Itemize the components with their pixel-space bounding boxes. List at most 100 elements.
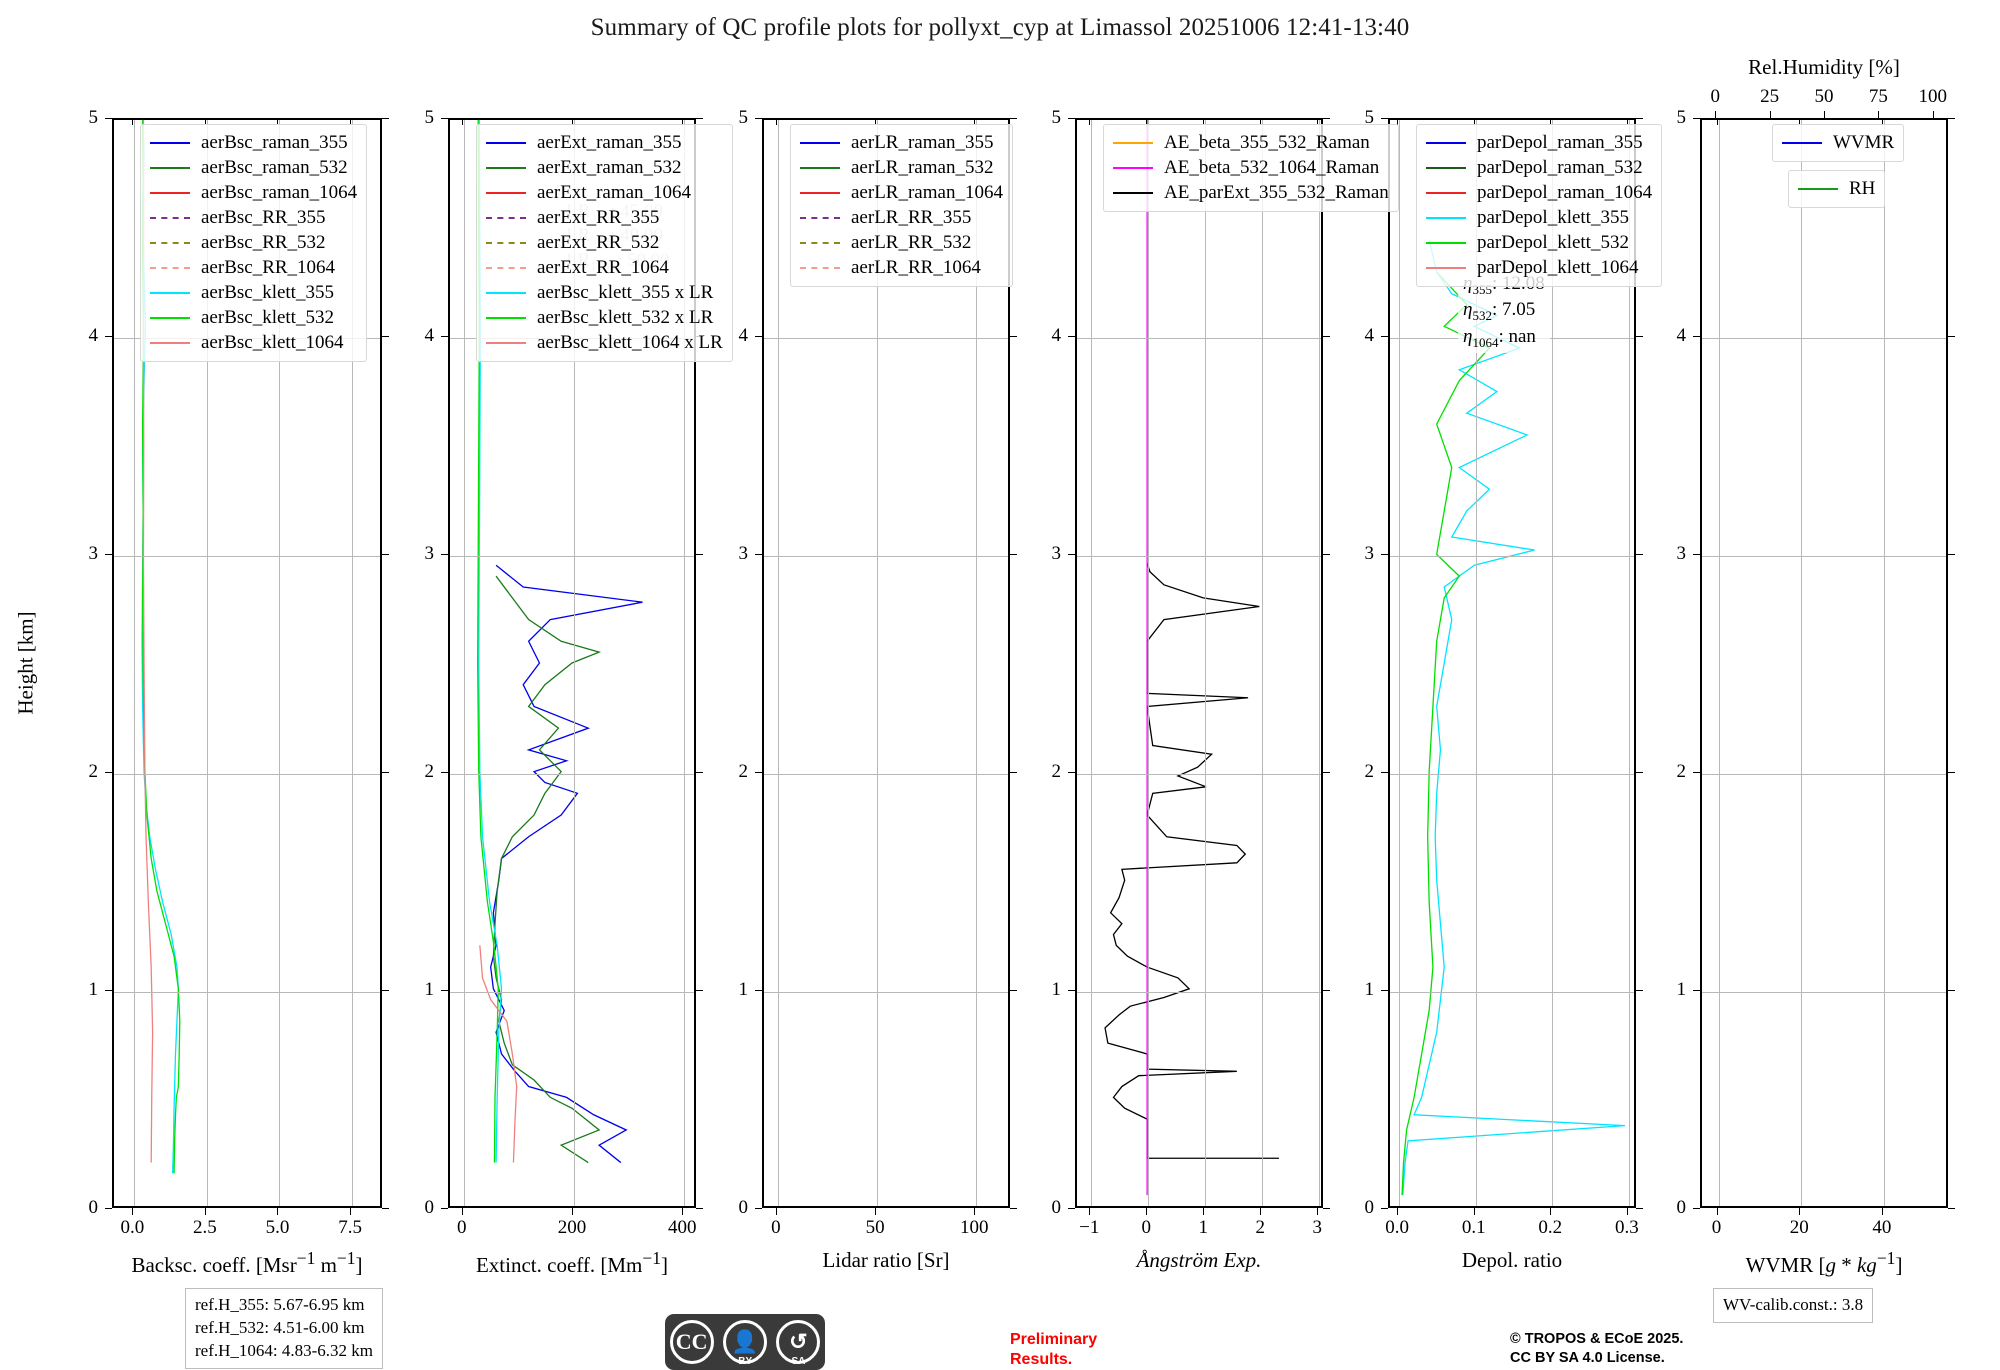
gridline-horizontal — [450, 556, 694, 557]
legend-angstrom[interactable]: AE_beta_355_532_Raman AE_beta_532_1064_Ra… — [1103, 124, 1399, 212]
x-axis-tick — [204, 1208, 206, 1215]
legend-item[interactable]: aerLR_raman_1064 — [800, 180, 1003, 205]
legend-label: aerBsc_RR_532 — [201, 232, 326, 253]
legend-item[interactable]: aerBsc_raman_1064 — [150, 180, 357, 205]
legend-item[interactable]: aerExt_raman_532 — [486, 155, 723, 180]
legend-item[interactable]: aerBsc_raman_355 — [150, 130, 357, 155]
preliminary-notice: Preliminary Results. — [1010, 1330, 1097, 1370]
legend-item[interactable]: aerBsc_RR_355 — [150, 205, 357, 230]
x-axis-tick-label: 2 — [1255, 1217, 1266, 1238]
gridline-horizontal — [1702, 992, 1946, 993]
legend-item[interactable]: parDepol_raman_532 — [1426, 155, 1652, 180]
legend-item[interactable]: aerExt_RR_355 — [486, 205, 723, 230]
legend-label: RH — [1849, 178, 1876, 199]
legend-item[interactable]: parDepol_klett_1064 — [1426, 255, 1652, 280]
legend-backscatter[interactable]: aerBsc_raman_355 aerBsc_raman_532 aerBsc_r… — [140, 124, 368, 362]
x-axis-tick-top — [775, 118, 777, 125]
legend-line-icon — [800, 241, 840, 244]
legend-item[interactable]: AE_beta_355_532_Raman — [1113, 130, 1389, 155]
legend-lidar-ratio[interactable]: aerLR_raman_355 aerLR_raman_532 aerLR_rama… — [790, 124, 1013, 287]
legend-line-icon — [1426, 216, 1466, 219]
legend-label: parDepol_raman_355 — [1477, 132, 1643, 153]
y-axis-tick-right — [1636, 772, 1643, 773]
x-axis-tick-top — [1203, 118, 1205, 125]
y-axis-tick — [1068, 554, 1075, 555]
gridline-vertical — [352, 120, 354, 1206]
legend-item[interactable]: aerBsc_klett_532 x LR — [486, 305, 723, 330]
y-axis-tick-right — [1010, 336, 1017, 337]
legend-line-icon — [1113, 166, 1153, 169]
x-axis-tick — [1881, 1208, 1883, 1215]
legend-item[interactable]: aerLR_raman_532 — [800, 155, 1003, 180]
curves-wvmr — [1702, 120, 1946, 1206]
x-axis-title: WVMR [g * kg−1] — [1745, 1248, 1903, 1277]
curves-angstrom — [1077, 120, 1321, 1206]
x-axis-tick — [875, 1208, 877, 1215]
ref-h-1064: ref.H_1064: 4.83-6.32 km — [195, 1340, 374, 1360]
y-axis-tick-right — [1323, 336, 1330, 337]
legend-item[interactable]: aerBsc_RR_1064 — [150, 255, 357, 280]
gridline-horizontal — [450, 992, 694, 993]
legend-item[interactable]: WVMR — [1782, 130, 1894, 155]
legend-label: aerLR_raman_532 — [851, 157, 994, 178]
gridline-horizontal — [1077, 556, 1321, 557]
panel-extinction: 0 1 2 3 4 5 0 200 400 Extinct. coeff. [Mm−1] aerEx… — [425, 107, 733, 1277]
cc-license-badge[interactable]: CC 👤 ↺ CC BY SA — [665, 1314, 825, 1370]
y-axis-tick-label: 3 — [88, 543, 99, 564]
legend-item[interactable]: aerExt_RR_532 — [486, 230, 723, 255]
legend-item[interactable]: AE_parExt_355_532_Raman — [1113, 180, 1389, 205]
y-axis-tick — [1693, 118, 1700, 119]
legend-item[interactable]: aerBsc_klett_532 — [150, 305, 357, 330]
y-axis-tick-label: 4 — [88, 325, 99, 346]
legend-item[interactable]: parDepol_raman_1064 — [1426, 180, 1652, 205]
y-axis-title: Height [km] — [13, 611, 38, 715]
legend-label: aerLR_RR_355 — [851, 207, 972, 228]
legend-item[interactable]: aerExt_raman_1064 — [486, 180, 723, 205]
gridline-vertical — [777, 120, 779, 1206]
data-series-line — [480, 945, 517, 1162]
x-axis-tick-label: 2.5 — [193, 1217, 217, 1238]
legend-rh[interactable]: RH — [1788, 170, 1886, 208]
legend-wvmr[interactable]: WVMR — [1772, 124, 1905, 162]
legend-item[interactable]: parDepol_klett_532 — [1426, 230, 1652, 255]
legend-item[interactable]: RH — [1798, 176, 1875, 201]
legend-item[interactable]: aerBsc_klett_1064 x LR — [486, 330, 723, 355]
data-series-line — [1402, 272, 1489, 1195]
legend-label: aerExt_raman_355 — [537, 132, 682, 153]
legend-item[interactable]: parDepol_raman_355 — [1426, 130, 1652, 155]
legend-item[interactable]: aerLR_RR_532 — [800, 230, 1003, 255]
legend-item[interactable]: aerExt_raman_355 — [486, 130, 723, 155]
legend-depolarization[interactable]: parDepol_raman_355 parDepol_raman_532 parD… — [1416, 124, 1663, 287]
annotation-eta-532: η532: 7.05 — [1463, 299, 1536, 324]
y-axis-tick — [755, 990, 762, 991]
panel-backscatter: Height [km] 0 1 2 3 4 5 0.0 2.5 5.0 7.5 Backsc. co… — [14, 107, 389, 1277]
top-axis-tick-label: 25 — [1760, 86, 1780, 107]
top-axis-tick-label: 50 — [1814, 86, 1834, 107]
y-axis-tick — [1381, 554, 1388, 555]
legend-item[interactable]: aerExt_RR_1064 — [486, 255, 723, 280]
legend-line-icon — [1426, 266, 1466, 269]
legend-item[interactable]: aerLR_RR_1064 — [800, 255, 1003, 280]
legend-item[interactable]: aerBsc_RR_532 — [150, 230, 357, 255]
y-axis-tick — [1381, 1208, 1388, 1209]
legend-item[interactable]: AE_beta_532_1064_Raman — [1113, 155, 1389, 180]
data-series-line — [1403, 239, 1625, 1195]
legend-item[interactable]: aerBsc_klett_355 x LR — [486, 280, 723, 305]
legend-extinction[interactable]: aerExt_raman_355 aerExt_raman_532 aerExt_r… — [476, 124, 733, 362]
legend-item[interactable]: aerLR_raman_355 — [800, 130, 1003, 155]
legend-item[interactable]: aerBsc_raman_532 — [150, 155, 357, 180]
x-axis-tick-top — [350, 118, 352, 125]
ref-h-355: ref.H_355: 5.67-6.95 km — [195, 1295, 365, 1314]
copyright-line-1: © TROPOS & ECoE 2025. — [1510, 1331, 1684, 1347]
legend-label: aerBsc_raman_1064 — [201, 182, 358, 203]
y-axis-tick-label: 2 — [1364, 761, 1375, 782]
x-axis-title: Backsc. coeff. [Msr−1 m−1] — [131, 1248, 363, 1277]
legend-item[interactable]: aerLR_RR_355 — [800, 205, 1003, 230]
legend-item[interactable]: parDepol_klett_355 — [1426, 205, 1652, 230]
legend-label: aerBsc_raman_532 — [201, 157, 348, 178]
legend-item[interactable]: aerBsc_klett_355 — [150, 280, 357, 305]
legend-label: AE_parExt_355_532_Raman — [1164, 182, 1389, 203]
x-axis-tick-label: 0.2 — [1538, 1217, 1563, 1238]
gridline-horizontal — [764, 774, 1008, 775]
legend-item[interactable]: aerBsc_klett_1064 — [150, 330, 357, 355]
